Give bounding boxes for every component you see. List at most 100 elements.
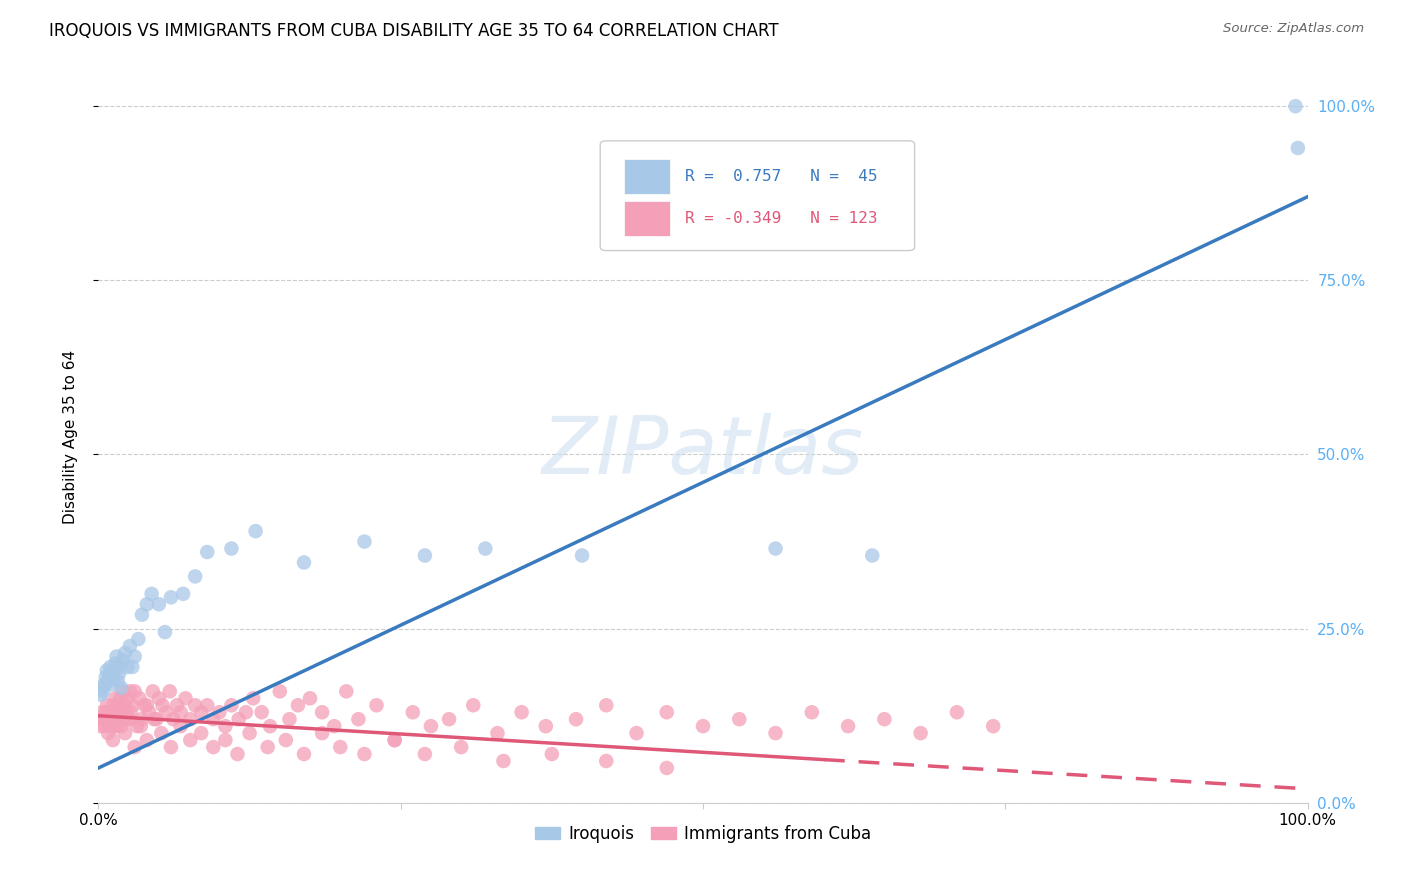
Point xyxy=(108,691,131,706)
Point xyxy=(93,677,115,691)
Point xyxy=(107,673,129,688)
Point xyxy=(946,705,969,719)
Point xyxy=(1284,99,1306,113)
FancyBboxPatch shape xyxy=(624,159,671,194)
Point xyxy=(104,657,127,671)
Point xyxy=(335,684,357,698)
Point xyxy=(510,705,533,719)
Point xyxy=(221,541,243,556)
FancyBboxPatch shape xyxy=(600,141,915,251)
Point xyxy=(108,705,131,719)
Point xyxy=(114,726,136,740)
Point xyxy=(160,591,183,605)
Point xyxy=(107,698,129,713)
Point xyxy=(134,698,156,713)
Point xyxy=(127,632,149,646)
Point xyxy=(221,698,243,713)
Point xyxy=(1286,141,1309,155)
Point xyxy=(148,597,170,611)
Point xyxy=(565,712,588,726)
Point xyxy=(190,705,212,719)
Point xyxy=(323,719,346,733)
Point xyxy=(105,712,128,726)
Point xyxy=(91,681,114,695)
Y-axis label: Disability Age 35 to 64: Disability Age 35 to 64 xyxy=(63,350,77,524)
Point xyxy=(100,677,122,691)
Point xyxy=(353,747,375,761)
Point xyxy=(910,726,932,740)
Legend: Iroquois, Immigrants from Cuba: Iroquois, Immigrants from Cuba xyxy=(529,818,877,849)
Text: R = -0.349   N = 123: R = -0.349 N = 123 xyxy=(685,211,877,226)
Point xyxy=(90,688,112,702)
Point xyxy=(145,712,167,726)
Point xyxy=(94,705,117,719)
FancyBboxPatch shape xyxy=(624,201,671,235)
Point xyxy=(142,684,165,698)
Point xyxy=(195,545,218,559)
Point xyxy=(89,712,111,726)
Point xyxy=(169,719,191,733)
Point xyxy=(765,726,787,740)
Point xyxy=(311,705,333,719)
Point xyxy=(96,664,118,678)
Point xyxy=(292,556,315,570)
Point xyxy=(97,726,120,740)
Point xyxy=(103,719,125,733)
Point xyxy=(110,681,132,695)
Point xyxy=(128,691,150,706)
Point xyxy=(131,712,153,726)
Point xyxy=(366,698,388,713)
Point xyxy=(94,712,117,726)
Point xyxy=(108,705,131,719)
Point xyxy=(101,670,124,684)
Point xyxy=(402,705,425,719)
Point xyxy=(184,698,207,713)
Point xyxy=(655,761,678,775)
Point xyxy=(117,660,139,674)
Point xyxy=(143,712,166,726)
Point xyxy=(981,719,1004,733)
Point xyxy=(299,691,322,706)
Point xyxy=(728,712,751,726)
Point xyxy=(103,664,125,678)
Point xyxy=(98,667,121,681)
Text: ZIPatlas: ZIPatlas xyxy=(541,413,865,491)
Point xyxy=(135,698,157,713)
Point xyxy=(174,691,197,706)
Point xyxy=(101,733,124,747)
Point xyxy=(235,705,257,719)
Point xyxy=(329,740,352,755)
Point xyxy=(242,691,264,706)
Point xyxy=(160,740,183,755)
Point xyxy=(595,698,617,713)
Point xyxy=(250,705,273,719)
Point xyxy=(135,597,157,611)
Point xyxy=(159,684,181,698)
Point xyxy=(278,712,301,726)
Point xyxy=(104,691,127,706)
Point xyxy=(228,712,250,726)
Point xyxy=(110,719,132,733)
Point xyxy=(153,625,176,640)
Point xyxy=(100,712,122,726)
Point xyxy=(245,524,267,538)
Point xyxy=(101,698,124,713)
Point xyxy=(141,587,163,601)
Point xyxy=(155,705,177,719)
Point xyxy=(534,719,557,733)
Point xyxy=(124,740,146,755)
Point xyxy=(226,747,249,761)
Point xyxy=(413,549,436,563)
Point xyxy=(655,705,678,719)
Point xyxy=(124,649,146,664)
Point xyxy=(214,733,236,747)
Point xyxy=(121,660,143,674)
Point xyxy=(138,705,160,719)
Point xyxy=(98,719,121,733)
Point xyxy=(97,673,120,688)
Point xyxy=(150,726,173,740)
Point xyxy=(96,698,118,713)
Point xyxy=(94,670,117,684)
Point xyxy=(202,740,225,755)
Point xyxy=(152,698,174,713)
